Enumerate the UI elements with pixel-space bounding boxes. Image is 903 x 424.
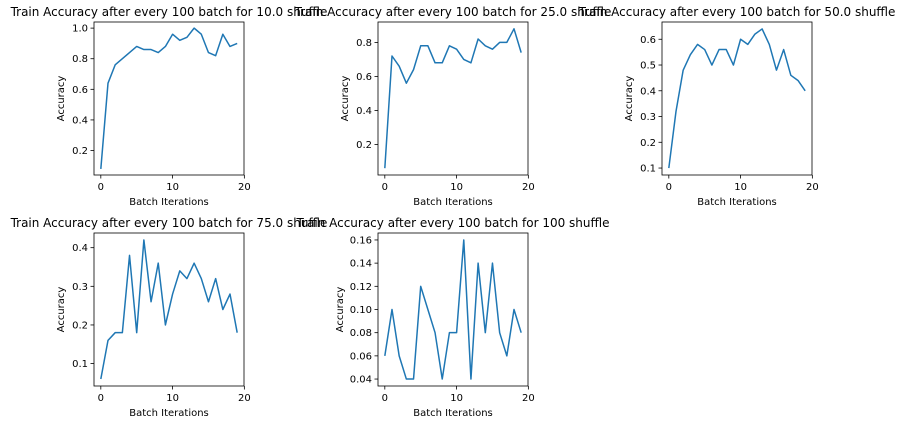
y-tick-label: 0.14	[350, 259, 372, 270]
y-tick-label: 0.1	[72, 359, 88, 370]
axes-frame	[93, 232, 245, 387]
x-tick-label: 0	[666, 182, 672, 193]
subplot-2: 0 10 20 0.2 0.4 0.6 0.8 Train Accuracy after ev…	[294, 5, 612, 208]
axes-frame	[93, 21, 245, 176]
x-axis-label: Batch Iterations	[129, 197, 209, 208]
x-tick-label: 0	[98, 393, 104, 404]
axes-frame	[377, 232, 529, 387]
x-tick-label: 20	[806, 182, 819, 193]
y-tick-label: 0.2	[72, 320, 88, 331]
series-line	[100, 239, 238, 380]
y-axis-label: Accuracy	[56, 287, 67, 333]
x-tick-label: 0	[98, 182, 104, 193]
y-tick-label: 0.16	[350, 235, 372, 246]
chart-title: Train Accuracy after every 100 batch for…	[294, 5, 612, 19]
y-tick-label: 0.08	[350, 328, 372, 339]
axes-frame	[377, 21, 529, 176]
y-tick-label: 0.4	[356, 106, 372, 117]
subplot-3: 0 10 20 0.1 0.2 0.3 0.4 0.5 0.6 Train Accuracy af…	[578, 5, 896, 208]
x-axis-label: Batch Iterations	[129, 408, 209, 419]
y-tick-label: 0.8	[72, 54, 88, 65]
series-line	[100, 27, 238, 169]
y-tick-label: 0.4	[72, 243, 88, 254]
y-tick-label: 0.2	[640, 138, 656, 149]
x-tick-label: 0	[382, 393, 388, 404]
axes-frame	[661, 21, 813, 176]
y-tick-label: 0.04	[350, 375, 372, 386]
y-tick-label: 0.4	[640, 86, 656, 97]
x-tick-label: 10	[450, 182, 463, 193]
y-tick-label: 0.06	[350, 351, 372, 362]
y-tick-label: 0.8	[356, 38, 372, 49]
y-tick-label: 0.6	[72, 85, 88, 96]
y-tick-label: 0.2	[72, 146, 88, 157]
y-tick-label: 0.6	[640, 35, 656, 46]
chart-title: Train Accuracy after every 100 batch for…	[10, 5, 328, 19]
y-tick-label: 0.3	[640, 112, 656, 123]
subplot-1: 0 10 20 0.2 0.4 0.6 0.8 1.0 Train Accuracy after…	[10, 5, 328, 208]
x-tick-label: 20	[522, 393, 535, 404]
y-tick-label: 0.5	[640, 61, 656, 72]
y-tick-label: 0.4	[72, 115, 88, 126]
y-tick-label: 0.10	[350, 305, 372, 316]
x-tick-label: 20	[522, 182, 535, 193]
chart-title: Train Accuracy after every 100 batch for…	[10, 216, 328, 230]
x-axis-label: Batch Iterations	[697, 197, 777, 208]
x-tick-label: 20	[238, 182, 251, 193]
series-line	[384, 239, 522, 380]
x-tick-label: 10	[166, 393, 179, 404]
subplot-5: 0 10 20 0.04 0.06 0.08 0.10 0.12 0.14 0.16 Train A…	[295, 216, 609, 419]
y-axis-label: Accuracy	[340, 76, 351, 122]
y-tick-label: 0.6	[356, 72, 372, 83]
y-tick-label: 0.1	[640, 164, 656, 175]
x-tick-label: 0	[382, 182, 388, 193]
x-tick-label: 20	[238, 393, 251, 404]
x-tick-label: 10	[734, 182, 747, 193]
subplot-4: 0 10 20 0.1 0.2 0.3 0.4 Train Accuracy after ev…	[10, 216, 328, 419]
x-tick-label: 10	[450, 393, 463, 404]
series-line	[384, 28, 522, 169]
x-axis-label: Batch Iterations	[413, 408, 493, 419]
y-axis-label: Accuracy	[624, 76, 635, 122]
y-tick-label: 0.2	[356, 140, 372, 151]
y-tick-label: 0.12	[350, 282, 372, 293]
y-tick-label: 1.0	[72, 24, 88, 35]
y-tick-label: 0.3	[72, 282, 88, 293]
chart-title: Train Accuracy after every 100 batch for…	[578, 5, 896, 19]
chart-title: Train Accuracy after every 100 batch for…	[295, 216, 609, 230]
y-axis-label: Accuracy	[56, 76, 67, 122]
x-axis-label: Batch Iterations	[413, 197, 493, 208]
y-axis-label: Accuracy	[335, 287, 346, 333]
series-line	[668, 28, 806, 169]
x-tick-label: 10	[166, 182, 179, 193]
